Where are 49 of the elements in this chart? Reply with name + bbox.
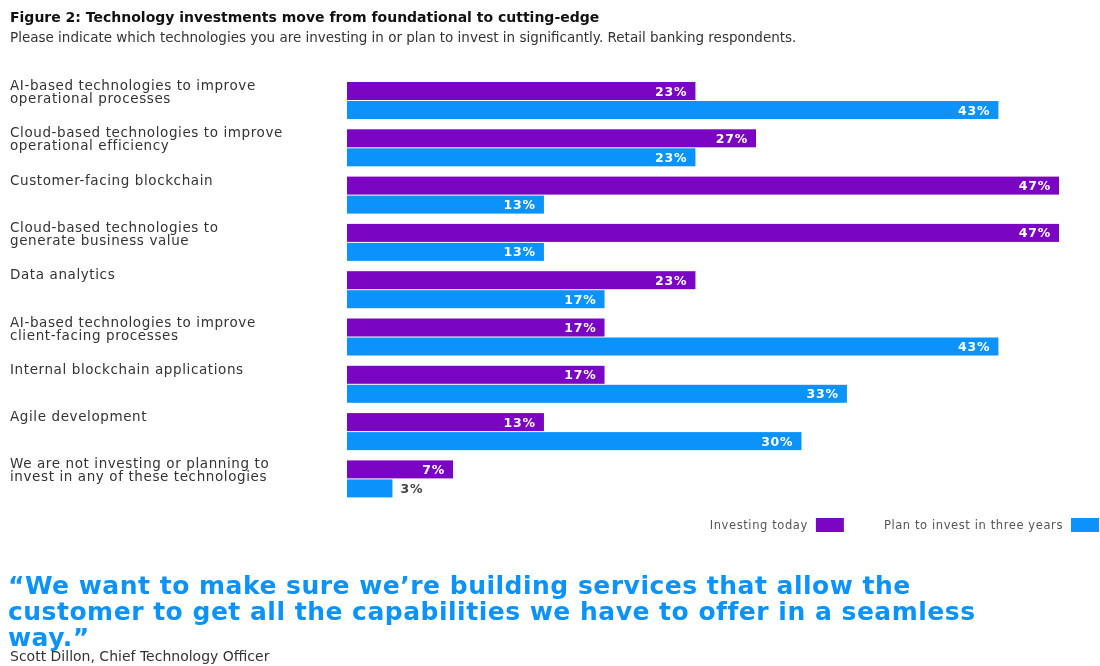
bar	[347, 129, 757, 148]
bar	[347, 223, 1059, 242]
data-label: 13%	[503, 197, 536, 213]
legend-label: Plan to invest in three years	[883, 518, 1063, 532]
y-tick-label: AI-based technologies to improve client-facing processes	[10, 313, 256, 343]
chart-subtitle: Please indicate which technologies you are investing in or plan to invest in significantly. Retail banking respondents.	[10, 29, 797, 45]
data-label: 23%	[655, 272, 688, 288]
data-label: 17%	[564, 320, 597, 335]
bar	[347, 148, 696, 167]
data-label: 27%	[715, 130, 749, 146]
data-label: 43%	[958, 102, 991, 118]
data-label: 30%	[761, 433, 794, 449]
y-tick-label: AI-based technologies to improve operational processes	[10, 77, 256, 106]
bar	[347, 176, 1059, 195]
bar	[347, 318, 605, 337]
y-tick-label: Data analytics	[10, 266, 116, 283]
data-label: 7%	[422, 461, 446, 477]
data-label: 17%	[564, 367, 597, 383]
data-label: 23%	[655, 149, 688, 165]
y-tick-label: Cloud-based technologies to improve operational efficiency	[10, 124, 283, 154]
bar	[347, 432, 802, 451]
bar	[347, 413, 544, 432]
data-label: 47%	[1018, 178, 1051, 194]
y-tick-label: Internal blockchain applications	[10, 360, 244, 377]
y-tick-label: Agile development	[10, 408, 148, 425]
y-tick-label: Customer-facing blockchain	[10, 171, 214, 188]
bar	[347, 384, 847, 403]
data-label: 13%	[503, 414, 536, 430]
y-tick-label: Cloud-based technologies to generate business value	[10, 218, 219, 248]
data-label: 17%	[564, 291, 597, 307]
bar	[347, 365, 605, 384]
bar	[347, 337, 999, 356]
data-label: 43%	[958, 339, 991, 354]
data-label: 13%	[503, 244, 536, 260]
chart-title: Figure 2: Technology investments move from foundational to cutting-edge	[10, 9, 600, 25]
data-label: 3%	[400, 480, 424, 496]
bar	[347, 101, 999, 119]
legend-label: Investing today	[709, 518, 808, 532]
bar	[347, 195, 544, 214]
bar	[347, 82, 696, 100]
bar	[347, 290, 605, 309]
bar	[347, 242, 544, 261]
y-tick-label: We are not investing or planning to invest in any of these technologies	[10, 455, 270, 485]
bar	[347, 460, 454, 479]
data-label: 33%	[806, 386, 839, 402]
data-label: 23%	[655, 83, 688, 99]
bar	[347, 479, 393, 498]
bar	[347, 271, 696, 290]
data-label: 47%	[1018, 225, 1051, 241]
